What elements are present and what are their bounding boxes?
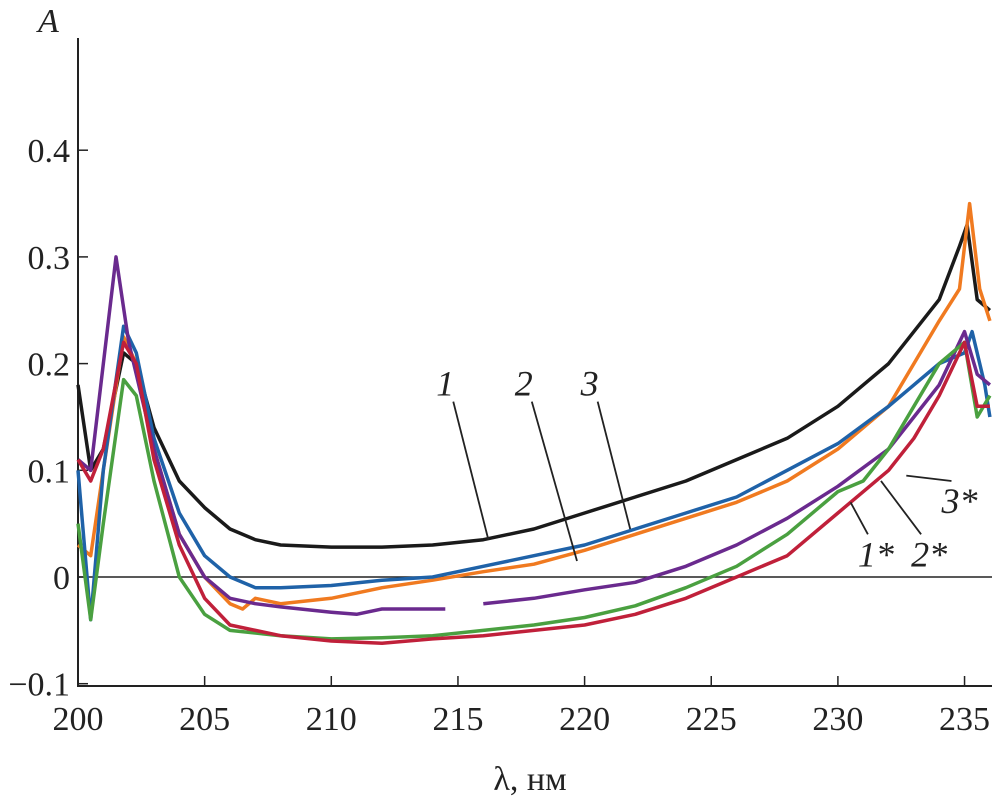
- leader-line: [849, 501, 869, 535]
- y-tick-label: 0: [53, 560, 70, 597]
- series-line-3-star: [76, 255, 992, 617]
- y-tick-label: 0.3: [28, 240, 71, 277]
- series-line-1-star: [76, 340, 990, 645]
- x-tick-label: 230: [812, 701, 863, 738]
- x-tick-label: 205: [179, 701, 230, 738]
- series-label: 1*: [858, 534, 894, 574]
- series-label: 3: [580, 364, 599, 404]
- y-tick-label: −0.1: [8, 667, 70, 704]
- leader-line: [596, 401, 632, 530]
- x-tick-label: 220: [559, 701, 610, 738]
- y-tick-label: 0.2: [28, 347, 71, 384]
- series-label: 2*: [911, 534, 947, 574]
- annotations: 1 2 3 3* 2* 1*: [436, 364, 977, 575]
- series-label: 1: [436, 364, 454, 404]
- leader-line: [530, 401, 578, 562]
- series-lines: [76, 201, 992, 645]
- x-tick-label: 215: [432, 701, 483, 738]
- y-tick-label: 0.1: [28, 453, 71, 490]
- x-tick-label: 200: [53, 701, 104, 738]
- leader-line: [906, 474, 952, 482]
- x-tick-label: 210: [306, 701, 357, 738]
- x-axis-label: λ, нм: [493, 761, 566, 798]
- x-tick-label: 235: [939, 701, 990, 738]
- series-label: 2: [515, 364, 533, 404]
- series-line-3: [76, 324, 992, 622]
- axes: 200 205 210 215 220 225 230 235 −0.1 0 0.1 0.2 0.3 0.…: [8, 38, 992, 738]
- leader-line: [452, 401, 490, 540]
- leader-line: [880, 480, 922, 535]
- y-axis-label: A: [36, 3, 59, 40]
- series-label: 3*: [940, 481, 977, 521]
- y-tick-label: 0.4: [28, 133, 71, 170]
- series-line-2-star: [76, 340, 992, 641]
- x-tick-label: 225: [686, 701, 737, 738]
